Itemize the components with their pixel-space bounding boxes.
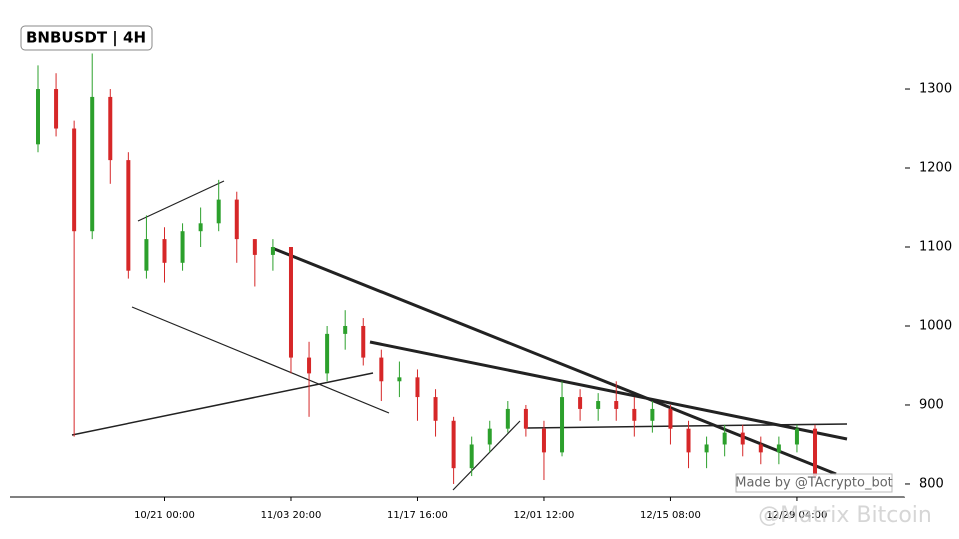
candle-body xyxy=(288,246,293,358)
candle-body xyxy=(343,325,348,334)
y-tick-label: 1200 xyxy=(919,161,952,176)
candle-body xyxy=(523,408,528,429)
candle-body xyxy=(740,432,745,445)
watermark: @Matrix Bitcoin xyxy=(758,503,932,528)
candle-body xyxy=(216,199,221,224)
candle-body xyxy=(90,96,95,232)
chart-title: BNBUSDT | 4H xyxy=(26,29,146,48)
candle-body xyxy=(325,333,330,374)
candle-body xyxy=(252,239,257,255)
x-tick-label: 12/01 12:00 xyxy=(514,510,575,521)
candle-body xyxy=(541,428,546,453)
candle-body xyxy=(307,357,312,374)
candle-body xyxy=(72,128,77,232)
candle-body xyxy=(668,408,673,429)
candle-body xyxy=(361,325,366,358)
y-tick-label: 900 xyxy=(919,397,944,412)
candle-body xyxy=(704,444,709,453)
candle-body xyxy=(650,408,655,421)
candle-body xyxy=(469,444,474,469)
candle-body xyxy=(614,401,619,409)
credit-box xyxy=(735,473,893,493)
candle-body xyxy=(758,444,763,453)
candle-body xyxy=(596,401,601,409)
x-tick-label: 10/21 00:00 xyxy=(134,510,195,521)
candle-body xyxy=(397,377,402,382)
candle-body xyxy=(794,428,799,445)
candle-body xyxy=(632,408,637,421)
candle-body xyxy=(162,239,167,263)
x-tick-label: 11/03 20:00 xyxy=(261,510,322,521)
candle-body xyxy=(722,432,727,445)
candle-body xyxy=(813,428,818,477)
candle-body xyxy=(578,397,583,409)
candle-body xyxy=(487,428,492,445)
candle-body xyxy=(234,199,239,240)
candle-body xyxy=(126,160,131,271)
candle-body xyxy=(560,397,565,453)
candle-body xyxy=(144,239,149,271)
candle-body xyxy=(451,420,456,469)
title-box xyxy=(20,25,153,51)
y-tick-label: 1000 xyxy=(919,318,952,333)
candle-body xyxy=(180,231,185,263)
candle-body xyxy=(54,89,59,129)
candle-body xyxy=(379,357,384,382)
candle-body xyxy=(776,444,781,453)
y-tick-label: 1300 xyxy=(919,82,952,97)
candle-body xyxy=(505,408,510,429)
x-tick-label: 11/17 16:00 xyxy=(387,510,448,521)
candle-body xyxy=(108,96,113,161)
candle-body xyxy=(415,377,420,398)
candle-body xyxy=(686,428,691,453)
y-tick-label: 1100 xyxy=(919,239,952,254)
credit: Made by @TAcrypto_bot xyxy=(735,476,893,491)
x-tick-label: 12/15 08:00 xyxy=(640,510,701,521)
candle-body xyxy=(36,89,40,145)
x-tick-label: 12/29 04:00 xyxy=(767,510,828,521)
candle-body xyxy=(270,246,275,255)
candle-body xyxy=(198,223,203,232)
candle-body xyxy=(433,397,438,421)
trend-lines xyxy=(71,180,848,491)
y-tick-label: 800 xyxy=(919,476,944,491)
